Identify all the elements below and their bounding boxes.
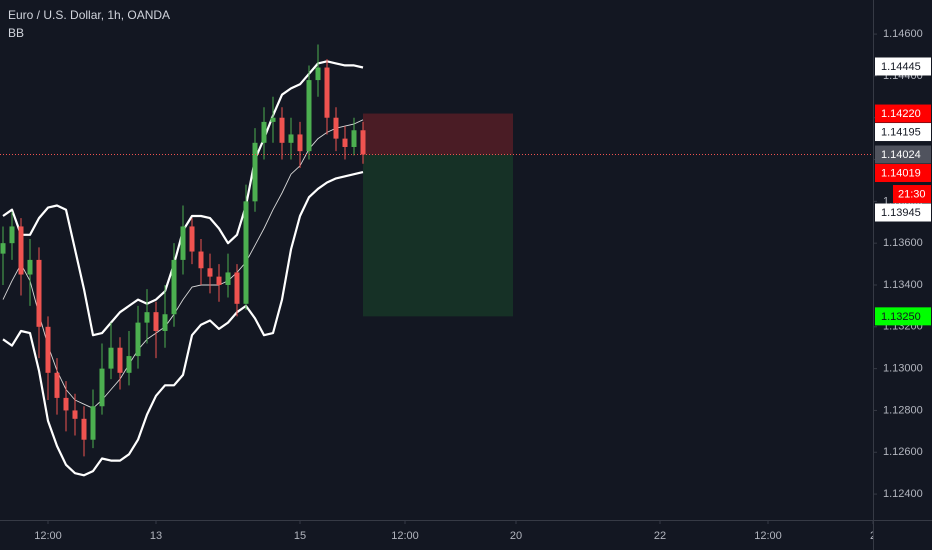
x-ticks: 12:00 13 15 12:00 20 22 12:00 2 <box>34 520 876 542</box>
price-label: 1.14195 <box>881 126 921 138</box>
x-tick-label: 12:00 <box>754 530 782 542</box>
x-tick-label: 20 <box>510 530 522 542</box>
candle-body <box>270 117 276 122</box>
candle-body <box>216 276 222 285</box>
candle-body <box>54 372 60 398</box>
price-label-box <box>875 57 931 76</box>
candle-body <box>324 67 330 118</box>
candle-body <box>171 259 177 315</box>
x-tick-label: 22 <box>654 530 666 542</box>
x-tick-label: 12:00 <box>391 530 419 542</box>
candle-body <box>0 243 6 254</box>
bollinger-band <box>2 171 364 477</box>
candle-body <box>261 121 267 143</box>
chart-title: Euro / U.S. Dollar, 1h, OANDA <box>8 8 170 22</box>
price-label: 1.14220 <box>881 108 921 120</box>
y-tick-label: 1.12400 <box>883 488 923 500</box>
x-tick-label: 13 <box>150 530 162 542</box>
y-tick-label: 1.12800 <box>883 404 923 416</box>
stop-zone <box>363 113 513 155</box>
candle-body <box>90 406 96 440</box>
candle-body <box>198 251 204 269</box>
candle-body <box>81 418 87 440</box>
candle-body <box>135 322 141 357</box>
price-label: 1.14019 <box>881 167 921 179</box>
candle-body <box>297 134 303 152</box>
x-tick-label: 12:00 <box>34 530 62 542</box>
candle-body <box>126 356 132 373</box>
candle-body <box>207 268 213 277</box>
candle-body <box>252 142 258 202</box>
price-label: 1.13250 <box>881 311 921 323</box>
candle-body <box>27 259 33 275</box>
candle-body <box>306 80 312 152</box>
candle-body <box>153 312 159 331</box>
candle-body <box>36 259 42 327</box>
candle-body <box>234 272 240 304</box>
candle-body <box>72 410 78 419</box>
x-tick-label: 15 <box>294 530 306 542</box>
candle-body <box>189 226 195 252</box>
candle-body <box>360 130 366 155</box>
candle-body <box>180 226 186 260</box>
candle-body <box>117 347 123 373</box>
bollinger-band <box>2 119 364 409</box>
target-zone <box>363 154 513 317</box>
plot-area <box>0 44 873 477</box>
candle-body <box>288 134 294 143</box>
indicator-label: BB <box>8 26 24 40</box>
candle-body <box>225 272 231 285</box>
candle-body <box>9 226 15 244</box>
price-label: 1.14445 <box>881 61 921 73</box>
candle-body <box>45 326 51 373</box>
price-label-box <box>875 123 931 142</box>
candle-body <box>162 314 168 331</box>
candle-body <box>342 138 348 147</box>
candle-body <box>315 67 321 81</box>
candle-body <box>108 347 114 369</box>
candle-body <box>279 117 285 143</box>
y-tick-label: 1.13000 <box>883 363 923 375</box>
candle-body <box>99 368 105 407</box>
candle-body <box>63 397 69 411</box>
price-label-box <box>875 307 931 326</box>
y-tick-label: 1.12600 <box>883 446 923 458</box>
price-label: 1.13945 <box>881 207 921 219</box>
y-tick-label: 1.13400 <box>883 279 923 291</box>
candle-body <box>243 201 249 304</box>
countdown-box <box>893 185 931 204</box>
x-tick-label: 2 <box>870 530 876 542</box>
price-label-box <box>875 145 931 164</box>
y-tick-label: 1.13600 <box>883 237 923 249</box>
candle-body <box>351 130 357 147</box>
candle-body <box>333 117 339 139</box>
countdown-label: 21:30 <box>898 188 926 200</box>
candle-body <box>144 312 150 323</box>
candle-body <box>18 226 24 275</box>
price-label-box <box>875 164 931 183</box>
y-tick-label: 1.14600 <box>883 28 923 40</box>
price-label: 1.14024 <box>881 149 921 161</box>
price-label-box <box>875 203 931 222</box>
price-label-box <box>875 104 931 123</box>
